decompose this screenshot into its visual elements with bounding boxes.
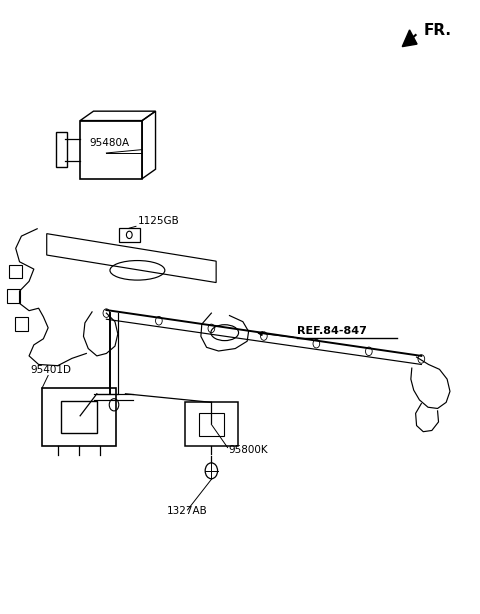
Text: 95480A: 95480A	[90, 138, 130, 148]
Text: 1327AB: 1327AB	[167, 506, 208, 516]
Text: FR.: FR.	[424, 23, 452, 38]
Text: 95800K: 95800K	[228, 445, 268, 455]
Text: 95401D: 95401D	[30, 365, 71, 375]
Polygon shape	[402, 30, 417, 47]
Text: REF.84-847: REF.84-847	[297, 326, 367, 336]
Text: 1125GB: 1125GB	[137, 216, 179, 227]
